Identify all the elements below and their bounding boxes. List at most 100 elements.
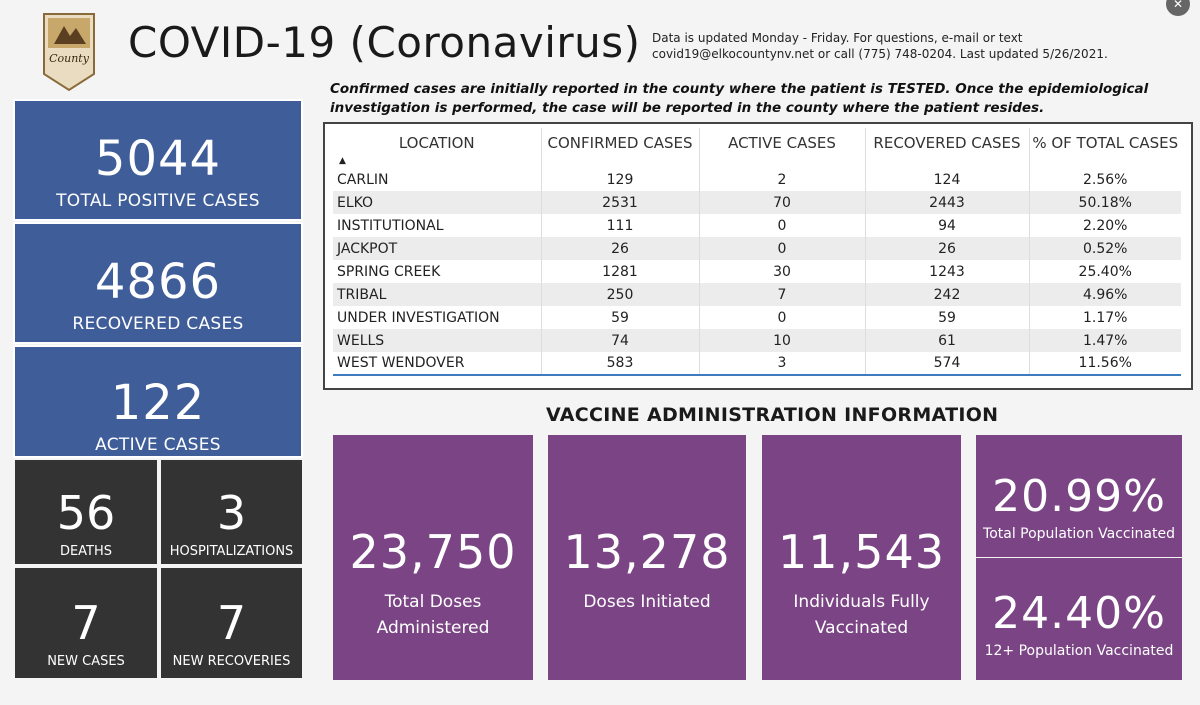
cell-confirmed: 74	[541, 329, 700, 352]
deaths-label: DEATHS	[59, 544, 113, 559]
new-recoveries-value: 7	[216, 596, 247, 650]
total-positive-label: TOTAL POSITIVE CASES	[56, 191, 260, 211]
cell-percent: 25.40%	[1078, 263, 1132, 280]
cell-recovered: 2443	[865, 191, 1030, 214]
total-doses-card: 23,750 Total Doses Administered	[333, 435, 533, 680]
cell-recovered: 61	[865, 329, 1030, 352]
cell-active: 30	[699, 260, 866, 283]
hospitalizations-card: 3 HOSPITALIZATIONS	[159, 458, 304, 566]
cell-location: CARLIN	[333, 168, 542, 191]
cell-location: JACKPOT	[333, 237, 542, 260]
total-doses-value: 23,750	[349, 525, 517, 579]
cell-recovered: 242	[865, 283, 1030, 306]
cell-location: UNDER INVESTIGATION	[333, 306, 542, 329]
column-header-recovered[interactable]: RECOVERED CASES	[865, 128, 1030, 168]
update-note: Data is updated Monday - Friday. For que…	[652, 31, 1108, 61]
cell-location: WELLS	[333, 329, 542, 352]
doses-initiated-card: 13,278 Doses Initiated	[548, 435, 746, 680]
total-positive-value: 5044	[94, 131, 222, 187]
twelve-plus-pct-card: 24.40% 12+ Population Vaccinated	[976, 558, 1182, 680]
hospitalizations-label: HOSPITALIZATIONS	[169, 544, 294, 559]
cell-recovered: 26	[865, 237, 1030, 260]
active-value: 122	[110, 375, 206, 431]
recovered-value: 4866	[94, 254, 222, 310]
new-cases-value: 7	[71, 596, 101, 650]
page-title: COVID-19 (Coronavirus)	[128, 18, 641, 67]
new-cases-label: NEW CASES	[47, 654, 125, 669]
cell-confirmed: 111	[541, 214, 700, 237]
cell-percent: 50.18%	[1029, 191, 1181, 214]
column-header-confirmed[interactable]: CONFIRMED CASES	[541, 128, 700, 168]
cell-percent: 1.17%	[1083, 309, 1128, 326]
table-row: INSTITUTIONAL 111 0 94 2.20%	[333, 214, 1181, 237]
cell-location: SPRING CREEK	[333, 260, 542, 283]
new-recoveries-card: 7 NEW RECOVERIES	[159, 566, 304, 680]
cell-confirmed: 26	[541, 237, 700, 260]
sort-ascending-icon[interactable]: ▲	[339, 156, 346, 166]
fully-vaccinated-label-line2: Vaccinated	[814, 618, 909, 638]
total-population-pct-value: 20.99%	[992, 471, 1166, 522]
county-logo: County	[40, 12, 98, 92]
location-table: LOCATION ▲ CONFIRMED CASES ACTIVE CASES …	[333, 128, 1181, 376]
table-row: JACKPOT 26 0 26 0.52%	[333, 237, 1181, 260]
cell-recovered: 94	[865, 214, 1030, 237]
cell-location: ELKO	[333, 191, 542, 214]
new-cases-card: 7 NEW CASES	[13, 566, 159, 680]
cell-active: 2	[699, 168, 866, 191]
fully-vaccinated-label-line1: Individuals Fully	[793, 592, 930, 612]
total-population-pct-card: 20.99% Total Population Vaccinated	[976, 435, 1182, 557]
location-table-panel: LOCATION ▲ CONFIRMED CASES ACTIVE CASES …	[323, 122, 1193, 390]
cell-percent: 11.56%	[1029, 352, 1181, 376]
vaccine-section-title: VACCINE ADMINISTRATION INFORMATION	[546, 404, 999, 426]
overlay-button-icon[interactable]: ✕	[1166, 0, 1190, 16]
recovered-card: 4866 RECOVERED CASES	[13, 222, 303, 344]
cell-recovered: 124	[865, 168, 1030, 191]
reporting-note: Confirmed cases are initially reported i…	[330, 81, 1149, 116]
table-row: WELLS 74 10 61 1.47%	[333, 329, 1181, 352]
table-header-row: LOCATION ▲ CONFIRMED CASES ACTIVE CASES …	[333, 128, 1181, 168]
column-header-label: LOCATION	[398, 134, 475, 152]
cell-percent: 0.52%	[1029, 237, 1181, 260]
column-header-location[interactable]: LOCATION ▲	[333, 128, 542, 168]
table-row: ELKO 2531 70 2443 50.18%	[333, 191, 1181, 214]
table-row: CARLIN 129 2 124 2.56%	[333, 168, 1181, 191]
hospitalizations-value: 3	[216, 486, 247, 540]
total-doses-label-line2: Administered	[376, 618, 490, 638]
deaths-value: 56	[56, 486, 116, 540]
column-header-active[interactable]: ACTIVE CASES	[699, 128, 866, 168]
cell-confirmed: 59	[541, 306, 700, 329]
new-recoveries-label: NEW RECOVERIES	[172, 654, 291, 669]
twelve-plus-pct-value: 24.40%	[992, 588, 1166, 639]
cell-active: 0	[699, 306, 866, 329]
cell-location: INSTITUTIONAL	[333, 214, 542, 237]
cell-location: WEST WENDOVER	[333, 352, 542, 376]
total-doses-label-line1: Total Doses	[384, 592, 482, 612]
fully-vaccinated-value: 11,543	[778, 525, 945, 579]
cell-recovered: 1243	[865, 260, 1030, 283]
cell-percent: 2.20%	[1083, 217, 1128, 234]
table-row: WEST WENDOVER 583 3 574 11.56%	[333, 352, 1181, 376]
doses-initiated-label: Doses Initiated	[583, 592, 711, 612]
fully-vaccinated-card: 11,543 Individuals Fully Vaccinated	[762, 435, 961, 680]
cell-percent: 4.96%	[1029, 283, 1181, 306]
deaths-card: 56 DEATHS	[13, 458, 159, 566]
cell-active: 0	[699, 214, 866, 237]
doses-initiated-value: 13,278	[563, 525, 731, 579]
cell-percent: 2.56%	[1083, 171, 1128, 188]
table-row: UNDER INVESTIGATION 59 0 59 1.17%	[333, 306, 1181, 329]
cell-active: 7	[699, 283, 866, 306]
cell-confirmed: 129	[541, 168, 700, 191]
cell-active: 10	[699, 329, 866, 352]
cell-confirmed: 1281	[541, 260, 700, 283]
cell-location: TRIBAL	[333, 283, 542, 306]
cell-recovered: 574	[865, 352, 1030, 376]
recovered-label: RECOVERED CASES	[72, 314, 244, 334]
active-label: ACTIVE CASES	[95, 435, 221, 455]
total-positive-card: 5044 TOTAL POSITIVE CASES	[13, 99, 303, 221]
table-row: SPRING CREEK 1281 30 1243 25.40%	[333, 260, 1181, 283]
active-card: 122 ACTIVE CASES	[13, 345, 303, 458]
cell-confirmed: 583	[541, 352, 700, 376]
svg-text:County: County	[49, 52, 90, 65]
column-header-percent[interactable]: % OF TOTAL CASES	[1032, 134, 1179, 152]
total-doses-label: Total Doses Administered	[333, 589, 533, 641]
